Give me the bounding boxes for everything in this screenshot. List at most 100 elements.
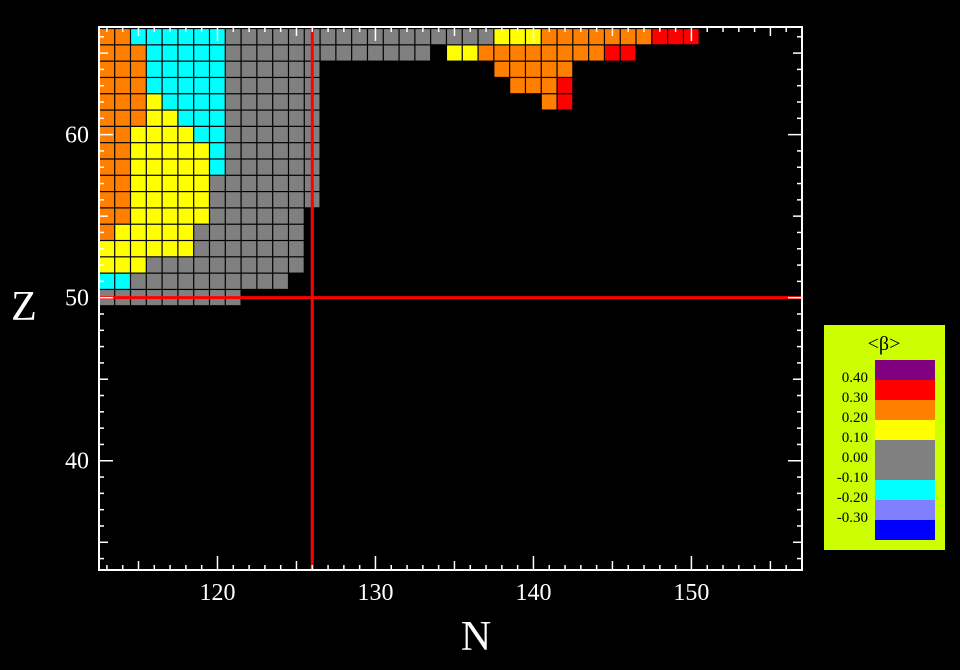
nucleus-cell [146, 78, 162, 94]
legend-band [875, 400, 935, 420]
nucleus-cell [115, 257, 130, 273]
nucleus-cell [273, 159, 288, 175]
nucleus-cell [131, 126, 146, 143]
nucleus-cell [225, 29, 241, 45]
nucleus-cell [241, 29, 257, 45]
nucleus-cell [257, 45, 273, 61]
nucleus-cell [289, 208, 304, 224]
nucleus-cell [131, 257, 146, 273]
nucleus-cell [573, 29, 589, 45]
legend-label: -0.20 [837, 490, 868, 506]
legend-band [875, 420, 935, 440]
legend-label: -0.30 [837, 510, 868, 526]
nucleus-cell [573, 45, 589, 61]
nucleus-cell [273, 175, 288, 191]
nucleus-cell [415, 45, 431, 61]
nucleus-cell [320, 29, 336, 45]
nucleus-cell [210, 45, 225, 61]
nucleus-cell [194, 224, 209, 240]
nucleus-cell [383, 45, 399, 61]
nucleus-cell [257, 273, 273, 289]
nucleus-cell [289, 241, 304, 257]
nucleus-cell [478, 29, 494, 45]
nucleus-cell [225, 241, 241, 257]
nucleus-cell [462, 29, 478, 45]
nucleus-cell [589, 45, 604, 61]
nucleus-cell [526, 78, 541, 94]
nucleus-cell [257, 175, 273, 191]
nucleus-cell [115, 192, 130, 208]
legend-label: 0.40 [842, 370, 868, 386]
nucleus-cell [131, 159, 146, 175]
nucleus-cell [273, 78, 288, 94]
y-tick-label: 50 [65, 286, 89, 312]
nucleus-cell [162, 159, 178, 175]
legend-labels: 0.40 0.30 0.20 0.10 0.00 -0.10 -0.20 -0.30 [837, 370, 868, 526]
nucleus-cell [131, 110, 146, 126]
x-tick-label: 120 [199, 580, 235, 606]
nucleus-cell [178, 110, 194, 126]
nucleus-cell [146, 241, 162, 257]
nucleus-cell [210, 192, 225, 208]
nucleus-cell [636, 29, 652, 45]
nucleus-cell [178, 143, 194, 159]
nucleus-cell [146, 175, 162, 191]
nucleus-cell [241, 45, 257, 61]
nucleus-cell [225, 45, 241, 61]
nucleus-cell [510, 45, 525, 61]
nucleus-cell [178, 208, 194, 224]
tick-layer [99, 27, 803, 570]
legend-label: 0.30 [842, 390, 868, 406]
nucleus-cell [146, 192, 162, 208]
x-tick-label: 140 [515, 580, 551, 606]
nucleus-cell [668, 29, 683, 45]
nucleus-cell [273, 110, 288, 126]
nucleus-cell [131, 45, 146, 61]
nucleus-cell [447, 29, 462, 45]
nucleus-cell [210, 126, 225, 143]
nucleus-cell [162, 61, 178, 77]
nucleus-cell [131, 224, 146, 240]
nucleus-cell [415, 29, 431, 45]
nucleus-cell [210, 257, 225, 273]
nucleus-cell [241, 110, 257, 126]
nucleus-cell [447, 45, 462, 61]
nucleus-cell [115, 45, 130, 61]
nucleus-cell [131, 273, 146, 289]
nucleus-cell [510, 78, 525, 94]
nucleus-cell [494, 29, 510, 45]
cell-layer [99, 29, 699, 306]
nucleus-cell [178, 126, 194, 143]
nucleus-cell [131, 61, 146, 77]
tick-label-layer: 120 130 140 150 40 50 60 [65, 123, 709, 606]
nucleus-cell [273, 208, 288, 224]
nucleus-cell [210, 143, 225, 159]
nucleus-cell [115, 110, 130, 126]
nucleus-cell [99, 94, 115, 110]
nucleus-cell [115, 175, 130, 191]
nucleus-cell [99, 110, 115, 126]
nucleus-cell [225, 94, 241, 110]
nucleus-cell [225, 175, 241, 191]
nucleus-cell [210, 175, 225, 191]
nucleus-cell [131, 241, 146, 257]
nucleus-cell [115, 159, 130, 175]
nucleus-cell [605, 45, 620, 61]
nucleus-cell [210, 61, 225, 77]
nucleus-cell [146, 29, 162, 45]
nucleus-cell [289, 78, 304, 94]
y-tick-label: 60 [65, 123, 89, 149]
nucleus-cell [194, 29, 209, 45]
legend-band [875, 360, 935, 380]
nucleus-cell [241, 208, 257, 224]
nucleus-cell [510, 29, 525, 45]
nucleus-cell [178, 273, 194, 289]
legend-label: 0.10 [842, 430, 868, 446]
nucleus-cell [162, 29, 178, 45]
nucleus-cell [289, 224, 304, 240]
nucleus-cell [241, 143, 257, 159]
nucleus-cell [115, 143, 130, 159]
nucleus-cell [194, 159, 209, 175]
nucleus-cell [462, 45, 478, 61]
nucleus-cell [241, 78, 257, 94]
